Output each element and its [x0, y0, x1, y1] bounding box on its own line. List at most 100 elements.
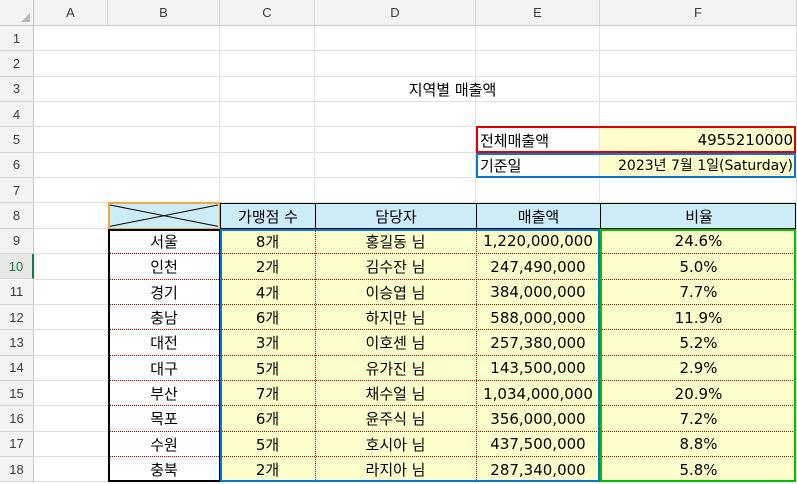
gridline-horizontal: [34, 75, 797, 77]
store-count-cell[interactable]: 5개: [220, 355, 315, 381]
sales-cell[interactable]: 356,000,000: [476, 406, 600, 432]
gridline-horizontal: [34, 202, 797, 204]
column-header-a[interactable]: A: [34, 0, 108, 26]
row-dotted-rule: [108, 354, 795, 356]
row-header-6[interactable]: 6: [0, 152, 34, 179]
ratio-cell[interactable]: 7.2%: [600, 406, 797, 432]
store-count-cell[interactable]: 4개: [220, 279, 315, 305]
manager-cell[interactable]: 호시아 님: [315, 431, 476, 457]
sales-cell[interactable]: 1,034,000,000: [476, 380, 600, 407]
ratio-cell[interactable]: 2.9%: [600, 355, 797, 381]
row-dotted-rule: [108, 329, 795, 331]
total-sales-value[interactable]: 4955210000: [600, 127, 797, 153]
ratio-cell[interactable]: 8.8%: [600, 431, 797, 457]
ratio-cell[interactable]: 5.0%: [600, 254, 797, 280]
manager-cell[interactable]: 이호센 님: [315, 330, 476, 356]
row-header-3[interactable]: 3: [0, 76, 34, 103]
manager-cell[interactable]: 라지아 님: [315, 456, 476, 483]
base-date-value[interactable]: 2023년 7월 1일(Saturday): [600, 152, 797, 179]
header-manager[interactable]: 담당자: [315, 203, 476, 229]
row-header-8[interactable]: 8: [0, 203, 34, 229]
total-sales-label[interactable]: 전체매출액: [480, 131, 550, 150]
region-cell[interactable]: 충북: [150, 461, 178, 480]
ratio-cell[interactable]: 7.7%: [600, 279, 797, 305]
region-cell[interactable]: 대전: [150, 334, 178, 353]
ratio-cell[interactable]: 11.9%: [600, 304, 797, 331]
manager-cell[interactable]: 하지만 님: [315, 304, 476, 331]
row-header-18[interactable]: 18: [0, 456, 34, 483]
sales-cell[interactable]: 588,000,000: [476, 304, 600, 331]
column-header-c[interactable]: C: [220, 0, 315, 26]
header-sales[interactable]: 매출액: [476, 203, 600, 229]
row-header-17[interactable]: 17: [0, 431, 34, 457]
ratio-cell[interactable]: 5.2%: [600, 330, 797, 356]
header-ratio[interactable]: 비율: [600, 203, 797, 229]
region-cell[interactable]: 인천: [150, 258, 178, 277]
ratio-cell[interactable]: 20.9%: [600, 380, 797, 407]
row-header-5[interactable]: 5: [0, 127, 34, 153]
gridline-horizontal: [34, 101, 797, 103]
header-diagonal-cell[interactable]: [108, 203, 220, 229]
sales-cell[interactable]: 384,000,000: [476, 279, 600, 305]
row-header-2[interactable]: 2: [0, 51, 34, 77]
row-header-15[interactable]: 15: [0, 380, 34, 407]
store-count-cell[interactable]: 5개: [220, 431, 315, 457]
sales-cell[interactable]: 287,340,000: [476, 456, 600, 483]
ratio-cell[interactable]: 24.6%: [600, 228, 797, 255]
column-header-f[interactable]: F: [600, 0, 797, 26]
row-dotted-rule: [108, 455, 795, 457]
store-count-cell[interactable]: 7개: [220, 380, 315, 407]
store-count-cell[interactable]: 6개: [220, 406, 315, 432]
store-count-cell[interactable]: 6개: [220, 304, 315, 331]
region-cell[interactable]: 부산: [150, 385, 178, 404]
row-header-16[interactable]: 16: [0, 406, 34, 432]
base-date-label[interactable]: 기준일: [480, 156, 522, 175]
sales-cell[interactable]: 143,500,000: [476, 355, 600, 381]
header-store-count[interactable]: 가맹점 수: [220, 203, 315, 229]
row-header-10[interactable]: 10: [0, 254, 34, 280]
region-cell[interactable]: 경기: [150, 283, 178, 302]
gridline-horizontal: [34, 177, 797, 179]
manager-cell[interactable]: 유가진 님: [315, 355, 476, 381]
column-header-d[interactable]: D: [315, 0, 476, 26]
sheet-title[interactable]: 지역별 매출액: [408, 80, 497, 99]
row-dotted-rule: [108, 253, 795, 255]
row-dotted-rule: [108, 303, 795, 305]
row-header-1[interactable]: 1: [0, 26, 34, 52]
select-all-corner[interactable]: [0, 0, 34, 26]
region-cell[interactable]: 대구: [150, 359, 178, 378]
row-header-9[interactable]: 9: [0, 228, 34, 255]
manager-cell[interactable]: 채수얼 님: [315, 380, 476, 407]
row-header-11[interactable]: 11: [0, 279, 34, 305]
sales-cell[interactable]: 257,380,000: [476, 330, 600, 356]
column-header-e[interactable]: E: [476, 0, 600, 26]
region-cell[interactable]: 충남: [150, 309, 178, 328]
row-header-7[interactable]: 7: [0, 178, 34, 204]
sales-cell[interactable]: 1,220,000,000: [476, 228, 600, 255]
row-header-13[interactable]: 13: [0, 330, 34, 356]
store-count-cell[interactable]: 2개: [220, 456, 315, 483]
sales-cell[interactable]: 437,500,000: [476, 431, 600, 457]
gridline-horizontal: [34, 151, 797, 153]
row-header-12[interactable]: 12: [0, 304, 34, 331]
manager-cell[interactable]: 윤주식 님: [315, 406, 476, 432]
manager-cell[interactable]: 이승엽 님: [315, 279, 476, 305]
row-header-14[interactable]: 14: [0, 355, 34, 381]
store-count-cell[interactable]: 3개: [220, 330, 315, 356]
row-dotted-rule: [108, 405, 795, 407]
column-dotted-rule: [476, 228, 477, 483]
row-dotted-rule: [108, 278, 795, 280]
manager-cell[interactable]: 홍길동 님: [315, 228, 476, 255]
store-count-cell[interactable]: 8개: [220, 228, 315, 255]
store-count-cell[interactable]: 2개: [220, 254, 315, 280]
row-header-4[interactable]: 4: [0, 102, 34, 128]
region-cell[interactable]: 서울: [150, 232, 178, 251]
region-cell[interactable]: 목포: [150, 410, 178, 429]
manager-cell[interactable]: 김수잔 님: [315, 254, 476, 280]
column-header-b[interactable]: B: [108, 0, 220, 26]
region-cell[interactable]: 수원: [150, 435, 178, 454]
ratio-cell[interactable]: 5.8%: [600, 456, 797, 483]
sales-cell[interactable]: 247,490,000: [476, 254, 600, 280]
row-dotted-rule: [108, 379, 795, 381]
